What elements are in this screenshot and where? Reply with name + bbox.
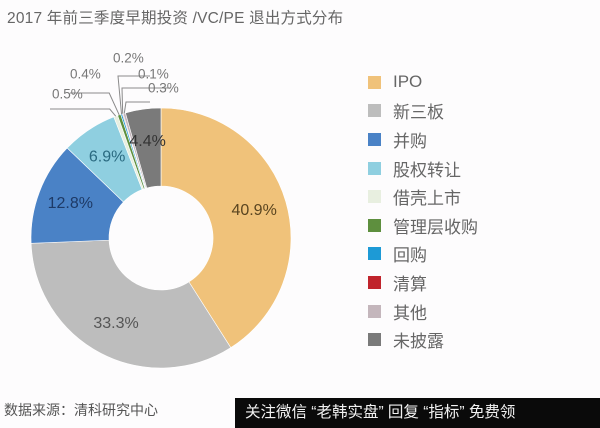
legend-item-neeq: 新三板 <box>368 97 478 126</box>
slice-1 <box>30 239 232 369</box>
swatch-icon <box>368 190 381 204</box>
legend-item-equity-transfer: 股权转让 <box>368 154 478 183</box>
promo-banner: 关注微信 “老韩实盘” 回复 “指标” 免费领 <box>235 398 600 428</box>
swatch-icon <box>368 275 381 289</box>
swatch-icon <box>368 218 381 232</box>
slice-labels: 40.9% 33.3% 12.8% 6.9%4.4% 0.5% 0.4% 0.2%0.1%0… <box>48 51 277 333</box>
slice-label: 0.4% <box>70 67 101 82</box>
slice-0 <box>160 107 292 349</box>
slice-9 <box>125 107 162 189</box>
legend-item-other: 其他 <box>368 297 478 326</box>
legend-item-ma: 并购 <box>368 125 478 154</box>
swatch-icon <box>368 104 381 118</box>
slice-label: 40.9% <box>231 202 276 219</box>
chart-legend: IPO 新三板 并购 股权转让 借壳上市 管理层收购 回购 清算 其他 未披露 <box>368 68 478 354</box>
swatch-icon <box>368 132 381 146</box>
slice-label: 0.3% <box>148 81 179 96</box>
swatch-icon <box>368 304 381 318</box>
slice-label: 0.1% <box>138 67 169 82</box>
legend-item-buyback: 回购 <box>368 240 478 269</box>
leader-line <box>123 101 150 114</box>
data-source-note: 数据来源：清科研究中心 <box>4 402 158 418</box>
swatch-icon <box>368 161 381 175</box>
leader-line <box>117 75 150 115</box>
slice-2 <box>30 147 124 244</box>
donut-slices <box>30 107 292 369</box>
slice-label: 33.3% <box>93 315 138 332</box>
swatch-icon <box>368 75 381 89</box>
swatch-icon <box>368 247 381 261</box>
slice-label: 4.4% <box>129 133 165 150</box>
leader-line <box>121 87 170 114</box>
legend-item-ipo: IPO <box>368 68 478 97</box>
chart-title: 2017 年前三季度早期投资 /VC/PE 退出方式分布 <box>7 10 344 27</box>
legend-item-undisclosed: 未披露 <box>368 325 478 354</box>
legend-item-mbo: 管理层收购 <box>368 211 478 240</box>
leader-line <box>50 108 117 117</box>
legend-item-backdoor-listing: 借壳上市 <box>368 182 478 211</box>
slice-label: 12.8% <box>48 195 93 212</box>
slice-label: 0.5% <box>52 87 83 102</box>
leader-lines <box>50 75 170 117</box>
legend-item-liquidation: 清算 <box>368 268 478 297</box>
slice-label: 0.2% <box>113 51 144 66</box>
slice-label: 6.9% <box>89 149 125 166</box>
swatch-icon <box>368 333 381 347</box>
leader-line <box>70 92 120 116</box>
